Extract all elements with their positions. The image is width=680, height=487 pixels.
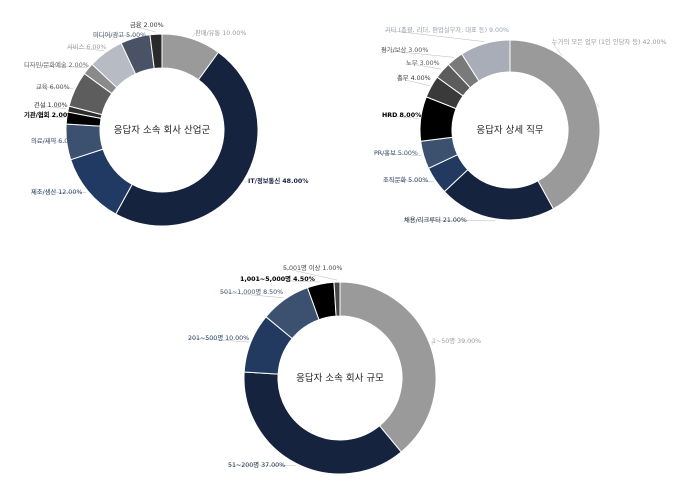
slice-label-3-6: 5,001명 이상 1.00% [283, 263, 342, 272]
leader-line-1-8 [23, 64, 87, 68]
leader-line-1-11 [129, 24, 156, 33]
slice-1-11 [149, 33, 163, 70]
slice-label-2-3: 조직문화 5.00% [383, 176, 428, 184]
chart-center-title-3: 응답자 소속 회사 규모 [296, 372, 384, 384]
chart-center-title-2: 응답자 상세 직무 [476, 124, 543, 136]
slice-label-2-1: 누가의 모든 업무 (1인 인담자 등) 42.00% [552, 37, 666, 46]
slice-2-9 [461, 39, 511, 82]
leader-line-1-5 [23, 114, 65, 118]
slice-label-3-1: 1~50명 39.00% [432, 336, 481, 345]
leader-line-2-7 [405, 62, 442, 70]
slice-label-1-5: 기관/협회 2.00% [24, 110, 74, 119]
slice-label-2-7: 노무 3.00% [406, 59, 440, 67]
slice-label-1-1: 판매/유통 10.00% [195, 28, 246, 37]
leader-line-1-6 [33, 104, 67, 109]
slice-label-1-9: 서비스 6.00% [67, 42, 106, 51]
leader-line-1-4 [30, 140, 65, 143]
leader-line-3-4 [219, 291, 284, 299]
leader-line-2-5 [381, 114, 419, 119]
leader-line-2-3 [382, 179, 434, 182]
slice-label-1-6: 건설 1.00% [34, 100, 68, 109]
donut-chart-1: 판매/유통 10.00% IT/정보통신 48.00% 제조/생산 12.00% 의료… [23, 21, 309, 227]
slice-label-3-5: 1,001~5,000명 4.50% [240, 274, 316, 283]
slice-label-2-2: 채용/리크루터 21.00% [404, 215, 467, 224]
slice-2-2 [443, 168, 555, 221]
slice-label-1-2: IT/정보통신 48.00% [248, 176, 309, 185]
slice-label-1-8: 디자인/문화예술 2.00% [24, 60, 89, 69]
leader-line-3-5 [239, 278, 321, 283]
donut-chart-2: 누가의 모든 업무 (1인 인담자 등) 42.00% 채용/리크루터 21.00… [373, 25, 666, 224]
leader-line-1-7 [35, 86, 74, 89]
slice-label-2-4: PR/홍보 5.00% [374, 148, 418, 157]
slice-label-3-4: 501~1,000명 8.50% [220, 287, 283, 296]
slice-3-2 [243, 371, 402, 475]
slice-label-2-5: HRD 8.00% [382, 112, 422, 119]
slice-label-3-3: 201~500명 10.00% [188, 333, 249, 342]
slice-label-3-2: 51~200명 37.00% [228, 460, 285, 469]
chart-center-title-1: 응답자 소속 회사 산업군 [114, 124, 211, 136]
leader-line-3-3 [187, 337, 249, 343]
slice-label-2-6: 총무 4.00% [397, 73, 431, 82]
leader-line-2-9 [384, 29, 485, 42]
slice-label-1-4: 의료/제약 6.00% [31, 136, 78, 145]
slice-label-1-3: 제조/생산 12.00% [31, 187, 82, 196]
slice-3-1 [339, 281, 437, 453]
slice-label-1-11: 금융 2.00% [130, 21, 164, 29]
leader-line-1-9 [66, 46, 105, 51]
donut-chart-3: 1~50명 39.00% 51~200명 37.00% 201~500명 10.00… [187, 263, 481, 475]
slice-label-2-9: 기타 (총괄, 리더, 편업실무자, 대표 등) 9.00% [385, 25, 509, 34]
slice-2-1 [509, 39, 601, 210]
leader-line-2-6 [396, 77, 430, 86]
slice-3-6 [333, 281, 341, 317]
leader-line-2-2 [403, 219, 496, 222]
leader-line-1-1 [192, 32, 196, 37]
leader-line-2-8 [380, 49, 454, 58]
leader-line-3-6 [282, 267, 337, 281]
slice-1-2 [115, 51, 259, 227]
leader-line-1-10 [92, 34, 135, 37]
leader-line-2-4 [373, 152, 422, 156]
slice-label-2-8: 평가/보상 3.00% [381, 45, 428, 54]
slice-label-1-10: 미디어/광고 5.00% [93, 30, 146, 39]
slice-label-1-7: 교육 6.00% [36, 83, 70, 91]
leader-line-1-2 [244, 180, 249, 183]
